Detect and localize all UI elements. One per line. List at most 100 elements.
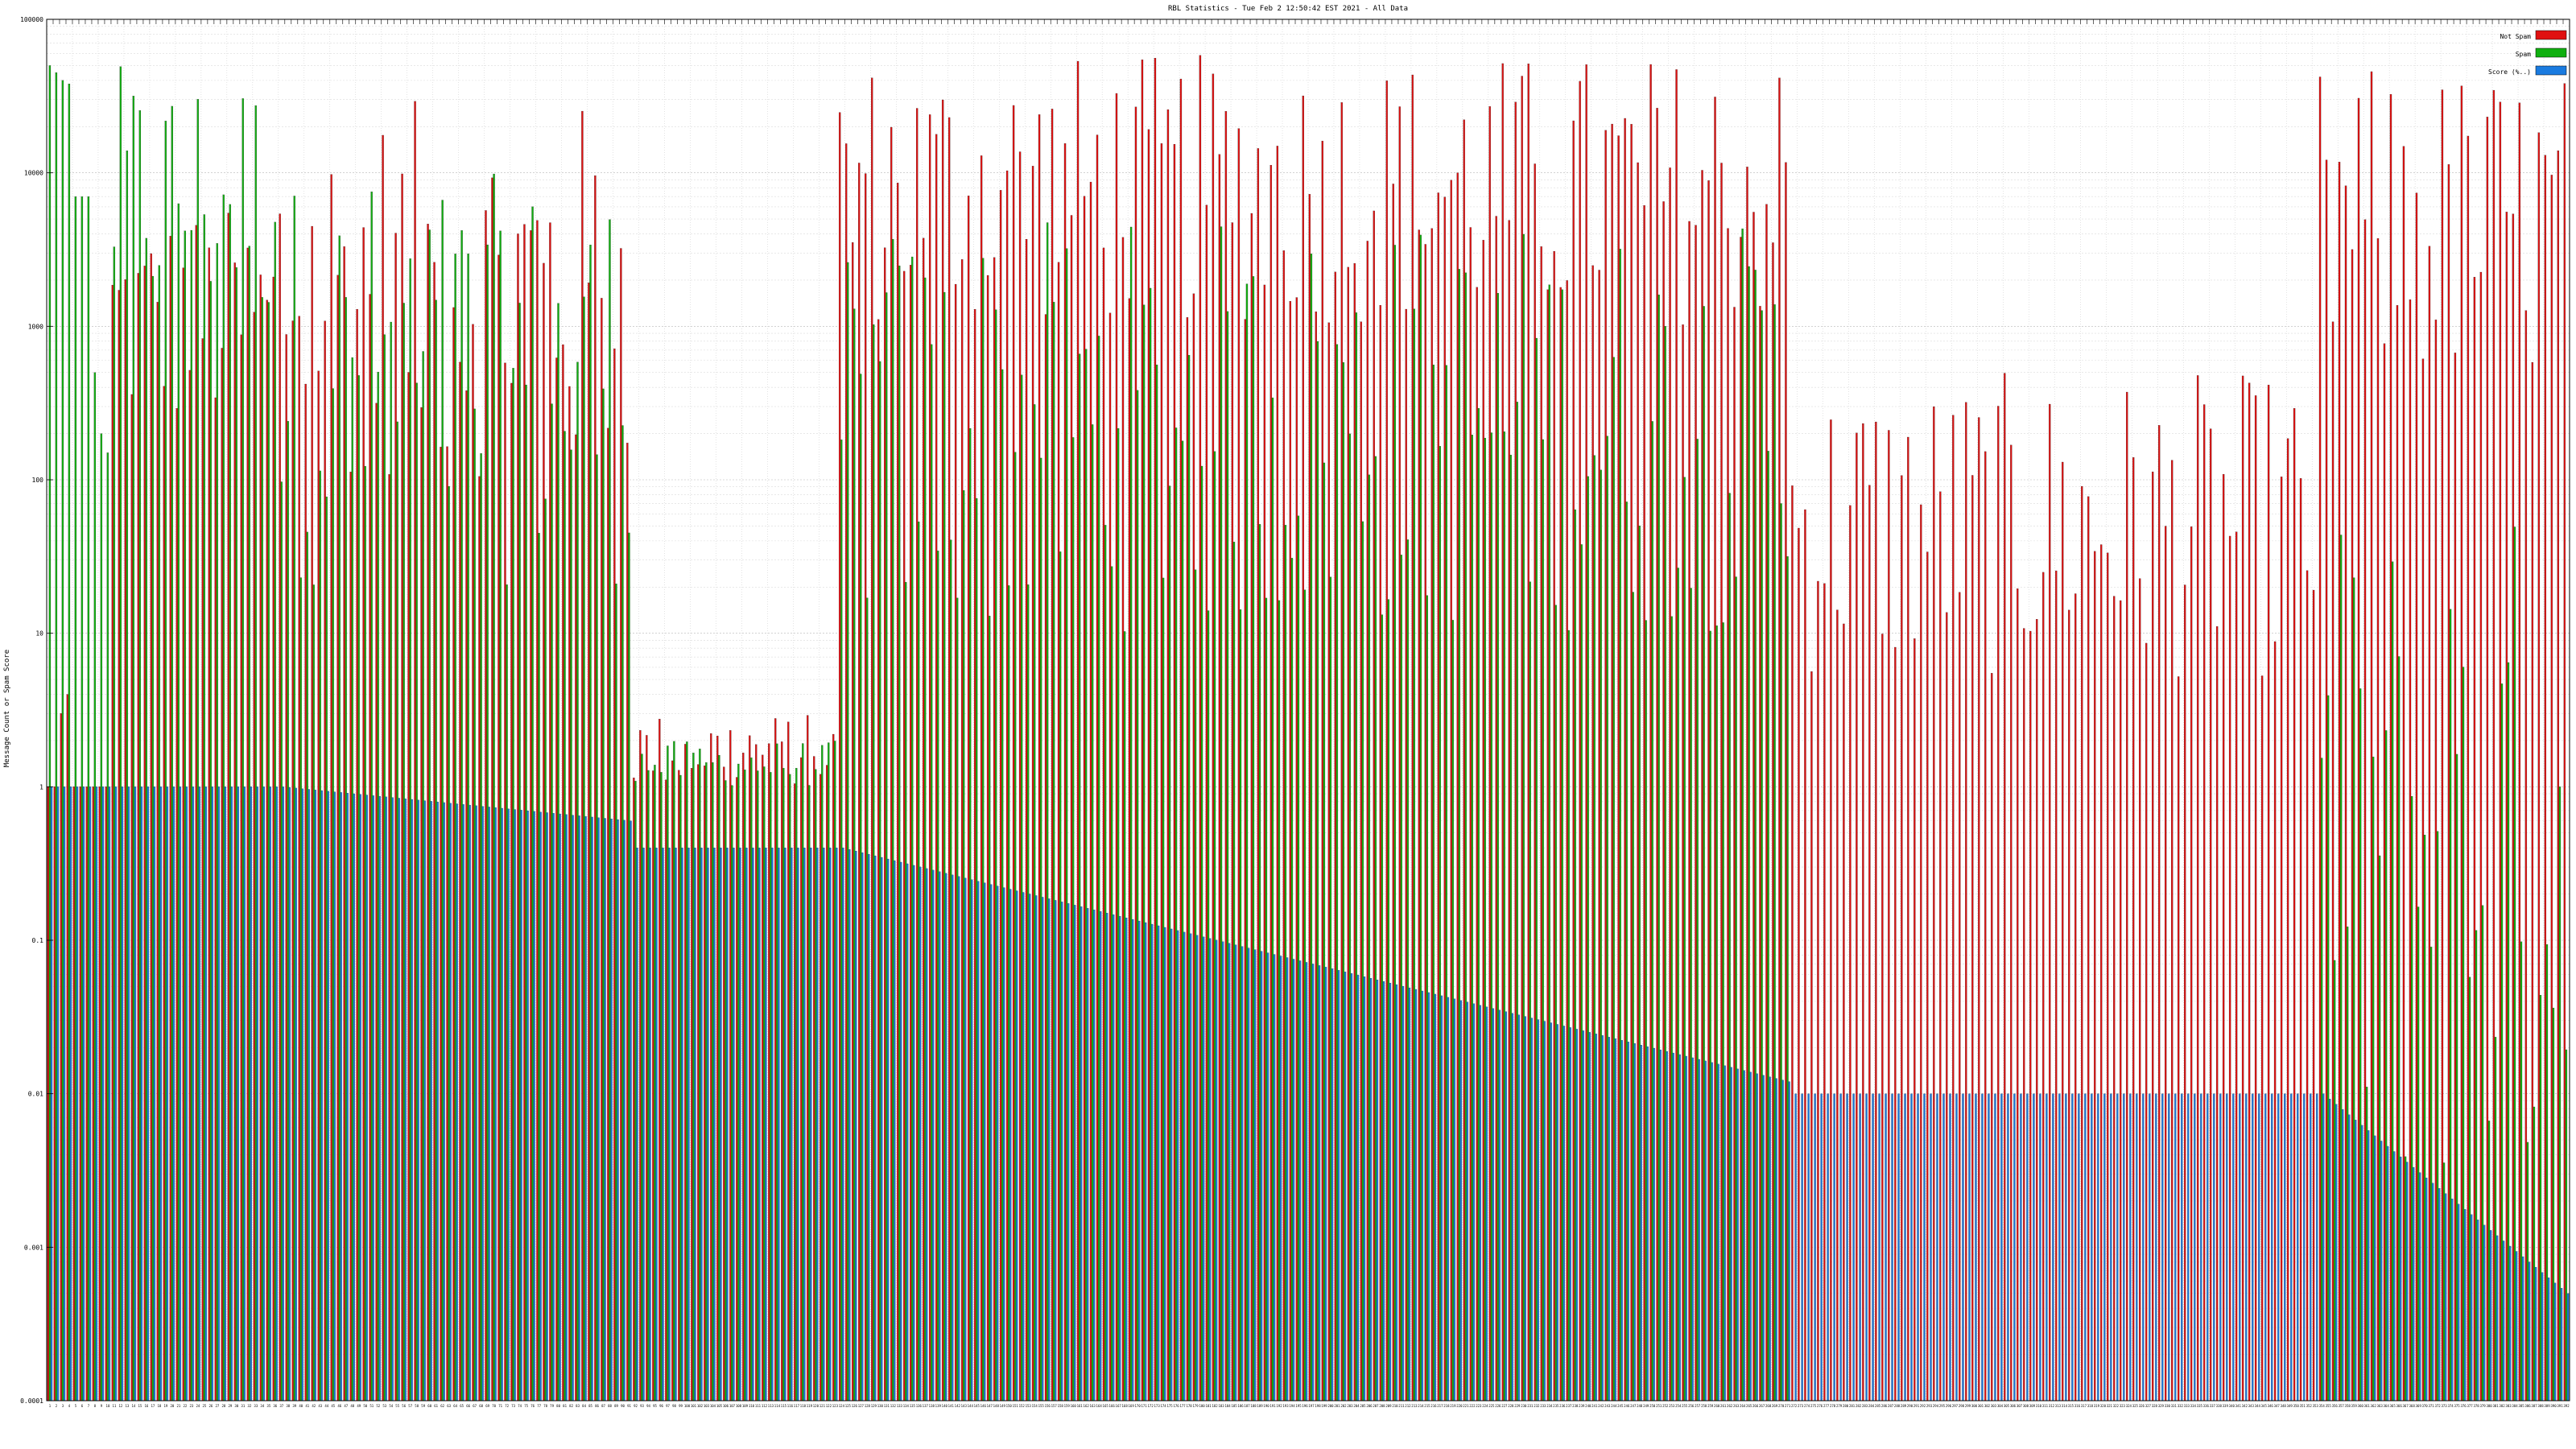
score-bar [456,803,458,1402]
score-bar [1627,1042,1629,1402]
legend-label: Score (%..) [2488,68,2531,76]
x-tick-label: 354 [2319,1404,2326,1408]
score-bar [1042,897,1044,1402]
legend-swatch [2535,65,2567,76]
spam-bar [1619,249,1621,1402]
score-bar [1447,997,1450,1402]
legend-label: Spam [2516,51,2531,58]
x-tick-label: 236 [1559,1404,1566,1408]
x-tick-label: 377 [2467,1404,2473,1408]
x-tick-label: 65 [460,1404,464,1408]
score-bar [1801,1093,1803,1402]
spam-bar [422,351,424,1402]
spam-bar [1258,524,1261,1402]
spam-bar [1174,427,1178,1402]
score-bar [2316,1093,2318,1402]
score-bar [1009,889,1012,1402]
not-spam-bar [613,349,616,1402]
spam-bar [1593,455,1596,1402]
not-spam-bar [871,77,873,1402]
spam-bar [853,308,856,1402]
spam-bar [583,296,585,1402]
x-tick-label: 392 [2563,1404,2570,1408]
spam-bar [1645,620,1647,1402]
x-tick-label: 48 [350,1404,354,1408]
x-tick-label: 152 [1019,1404,1026,1408]
spam-bar [2545,944,2549,1402]
spam-bar [2339,535,2343,1402]
not-spam-bar [2241,375,2244,1402]
x-tick-label: 213 [1411,1404,1418,1408]
x-tick-label: 210 [1392,1404,1398,1408]
score-bar [1988,1093,1990,1402]
not-spam-bar [2183,584,2186,1402]
spam-bar [1554,605,1557,1402]
spam-bar [956,597,959,1402]
spam-bar [1451,620,1454,1402]
x-tick-label: 40 [299,1404,303,1408]
x-tick-label: 16 [145,1404,149,1408]
x-tick-label: 180 [1199,1404,1205,1408]
not-spam-bar [137,273,139,1402]
not-spam-bar [2170,460,2174,1402]
x-tick-label: 68 [479,1404,483,1408]
x-tick-label: 308 [2023,1404,2029,1408]
score-bar [1118,916,1121,1402]
spam-bar [390,321,392,1402]
spam-bar [1290,558,1294,1402]
x-tick-label: 326 [2139,1404,2145,1408]
not-spam-bar [2023,628,2025,1402]
spam-bar [1265,597,1268,1402]
not-spam-bar [1714,97,1716,1402]
not-spam-bar [1205,204,1208,1402]
x-tick-label: 42 [312,1404,316,1408]
not-spam-bar [2132,457,2135,1402]
spam-bar [1323,462,1326,1402]
spam-bar [2475,930,2478,1402]
score-bar [2355,1120,2357,1402]
score-bar [353,793,355,1402]
score-bar [855,851,857,1402]
not-spam-bar [1366,241,1368,1402]
x-tick-label: 221 [1463,1404,1469,1408]
spam-bar [1773,304,1776,1402]
not-spam-bar [684,744,687,1402]
x-tick-label: 310 [2036,1404,2042,1408]
x-tick-label: 167 [1116,1404,1122,1408]
spam-bar [789,774,791,1402]
x-tick-label: 332 [2178,1404,2184,1408]
score-bar [282,786,284,1402]
not-spam-bar [897,183,899,1402]
score-bar [2084,1093,2087,1402]
x-tick-label: 373 [2441,1404,2447,1408]
spam-bar [2410,796,2413,1402]
not-spam-bar [2299,478,2302,1402]
score-bar [1833,1093,1835,1402]
x-tick-label: 156 [1045,1404,1051,1408]
spam-bar [1548,284,1550,1402]
x-tick-label: 300 [1971,1404,1978,1408]
not-spam-bar [2351,249,2354,1402]
not-spam-bar [2280,477,2283,1402]
x-tick-label: 15 [138,1404,142,1408]
not-spam-bar [2177,676,2180,1402]
score-bar [1923,1093,1926,1402]
not-spam-bar [1405,308,1407,1402]
spam-bar [918,521,920,1402]
score-bar [816,848,819,1402]
spam-bar [119,66,122,1402]
score-bar [2052,1093,2054,1402]
score-bar [539,811,542,1402]
not-spam-bar [150,253,152,1402]
not-spam-bar [710,733,712,1402]
spam-bar [950,539,952,1402]
score-bar [720,848,722,1402]
not-spam-bar [736,777,738,1402]
spam-bar [2455,753,2458,1402]
score-bar [971,879,973,1402]
spam-bar [667,745,669,1402]
not-spam-bar [2202,404,2206,1402]
x-tick-label: 340 [2229,1404,2235,1408]
not-spam-bar [1469,227,1472,1402]
not-spam-bar [877,319,880,1402]
